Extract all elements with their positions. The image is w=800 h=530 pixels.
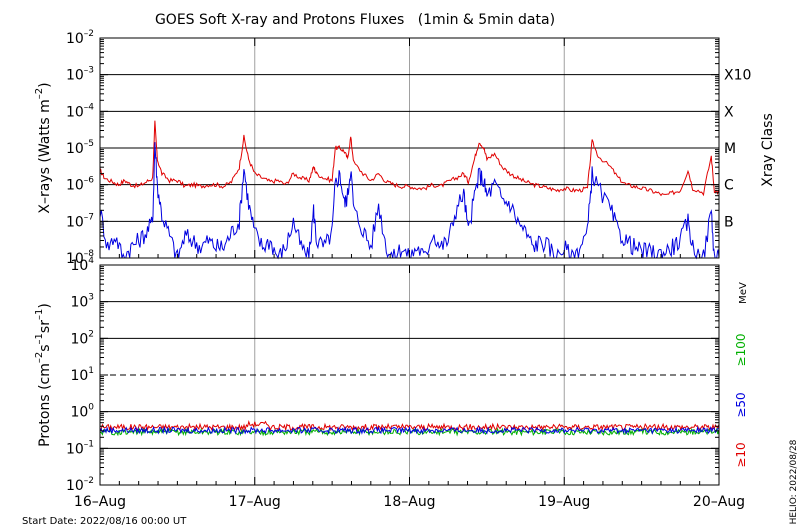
x-tick-label: 16–Aug xyxy=(74,494,126,510)
xray-gridlines xyxy=(100,38,719,258)
xray-y-tick-label: 10–4 xyxy=(66,102,94,120)
xray-class-x10: X10 xyxy=(724,68,751,84)
start-date-label: Start Date: 2022/08/16 00:00 UT xyxy=(22,516,187,527)
xray-y-ticks: 10–8 10–7 10–6 10–5 10–4 10–3 10–2 xyxy=(66,29,719,267)
proton-series-blue xyxy=(99,425,720,435)
proton-energy-label-blue: ≥50 xyxy=(734,392,748,417)
proton-energy-labels: ≥100 ≥50 ≥10 xyxy=(734,334,748,468)
xray-panel: 10–8 10–7 10–6 10–5 10–4 10–3 10–2 B C M X X10 X–r… xyxy=(34,29,776,267)
chart-title: GOES Soft X-ray and Protons Fluxes (1min… xyxy=(155,12,555,28)
xray-series-blue xyxy=(99,142,720,260)
proton-unit-label: MeV xyxy=(738,282,749,304)
proton-y-tick-label: 104 xyxy=(70,256,94,274)
proton-energy-label-red: ≥10 xyxy=(734,442,748,467)
xray-y-tick-label: 10–5 xyxy=(66,139,94,157)
xray-y-tick-label: 10–6 xyxy=(66,176,94,194)
helio-date-label: HELIO: 2022/08/28 xyxy=(789,439,799,524)
proton-y-tick-label: 10–2 xyxy=(66,476,94,494)
proton-panel: 10–2 10–1 100 101 102 103 104 Protons (cm–2s–1… xyxy=(34,256,749,494)
proton-series-red xyxy=(99,419,720,432)
xray-class-b: B xyxy=(724,214,734,230)
proton-y-ticks: 10–2 10–1 100 101 102 103 104 xyxy=(66,256,719,494)
xray-y-tick-label: 10–7 xyxy=(66,212,94,230)
proton-energy-label-green: ≥100 xyxy=(734,334,748,367)
proton-y-tick-label: 10–1 xyxy=(66,439,94,457)
x-axis-ticks: 16–Aug 17–Aug 18–Aug 19–Aug 20–Aug xyxy=(74,38,745,510)
xray-y-tick-label: 10–3 xyxy=(66,66,94,84)
proton-y-tick-label: 100 xyxy=(70,403,94,421)
xray-series-red xyxy=(99,120,720,197)
proton-y-axis-label: Protons (cm–2s–1sr–1) xyxy=(34,303,53,447)
xray-class-m: M xyxy=(724,141,736,157)
x-tick-label: 20–Aug xyxy=(693,494,745,510)
x-tick-label: 17–Aug xyxy=(229,494,281,510)
xray-class-x: X xyxy=(724,104,734,120)
proton-series xyxy=(99,419,720,437)
x-tick-label: 19–Aug xyxy=(538,494,590,510)
xray-class-axis-label: Xray Class xyxy=(760,113,776,187)
xray-class-c: C xyxy=(724,178,734,194)
proton-y-tick-label: 102 xyxy=(70,329,94,347)
xray-class-labels: B C M X X10 xyxy=(724,68,751,231)
proton-y-tick-label: 103 xyxy=(70,293,94,311)
xray-y-tick-label: 10–2 xyxy=(66,29,94,47)
proton-y-tick-label: 101 xyxy=(70,366,94,384)
xray-y-tick-label: 10–8 xyxy=(66,249,94,267)
x-tick-label: 18–Aug xyxy=(383,494,435,510)
proton-gridlines xyxy=(100,265,719,485)
xray-y-axis-label: X–rays (Watts m–2) xyxy=(34,82,53,213)
xray-series xyxy=(99,120,720,260)
